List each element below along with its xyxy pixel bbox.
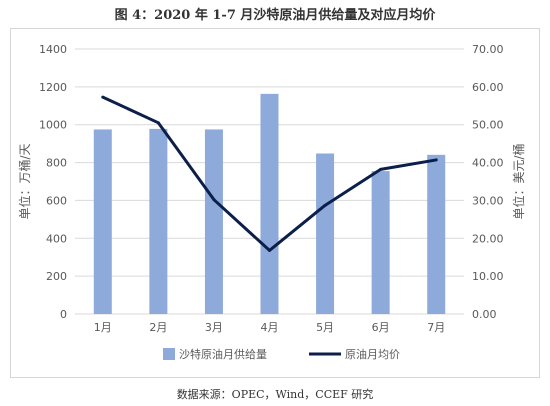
x-tick-label: 2月: [149, 321, 167, 334]
bar: [93, 129, 112, 314]
line-point: [101, 95, 105, 99]
line-point: [379, 167, 383, 171]
legend-line-label: 原油月均价: [345, 347, 400, 361]
bar: [260, 93, 279, 314]
line-point: [268, 248, 271, 252]
y-tick-label: 1400: [39, 43, 67, 56]
bar: [149, 128, 168, 314]
x-tick-label: 6月: [372, 321, 390, 334]
y-tick-label: 800: [46, 157, 67, 170]
line-point: [156, 121, 160, 125]
bar: [316, 153, 335, 314]
x-tick-label: 4月: [261, 321, 279, 334]
bar: [371, 171, 390, 314]
y-right-tick-label: 0.00: [472, 308, 497, 321]
y-axis-label: 单位：万桶/天: [17, 143, 32, 219]
x-tick-label: 7月: [427, 321, 445, 334]
y-right-tick-label: 50.00: [472, 119, 504, 132]
y-tick-label: 200: [46, 270, 67, 283]
y-right-tick-label: 40.00: [472, 157, 504, 170]
chart-panel: 0 200 400 600 800 1000 1200 1400 0.00 10.00 20.00 3…: [10, 28, 540, 378]
legend-bar-swatch: [163, 348, 175, 360]
line-point: [212, 198, 216, 202]
y-tick-label: 0: [60, 308, 67, 321]
y-right-tick-label: 10.00: [472, 270, 504, 283]
combo-chart: 0 200 400 600 800 1000 1200 1400 0.00 10.00 20.00 3…: [17, 43, 526, 361]
bar: [427, 154, 446, 314]
line-point: [323, 203, 327, 207]
y-right-tick-label: 60.00: [472, 81, 504, 94]
y-tick-label: 600: [46, 194, 67, 207]
y-tick-label: 1200: [39, 81, 67, 94]
chart-title: 图 4：2020 年 1-7 月沙特原油月供给量及对应月均价: [114, 8, 436, 23]
y-tick-label: 400: [46, 232, 67, 245]
x-tick-label: 3月: [205, 321, 223, 334]
line-point: [434, 158, 438, 162]
x-tick-label: 1月: [94, 321, 112, 334]
y-tick-label: 1000: [39, 119, 67, 132]
bar: [204, 129, 223, 314]
x-tick-label: 5月: [316, 321, 334, 334]
data-source: 数据来源：OPEC，Wind，CCEF 研究: [176, 388, 374, 401]
y-right-tick-label: 30.00: [472, 194, 504, 207]
y-right-tick-label: 70.00: [472, 43, 504, 56]
legend-bar-label: 沙特原油月供给量: [179, 347, 267, 361]
y-right-axis-label: 单位：美元/桶: [511, 143, 526, 219]
y-right-tick-label: 20.00: [472, 232, 504, 245]
